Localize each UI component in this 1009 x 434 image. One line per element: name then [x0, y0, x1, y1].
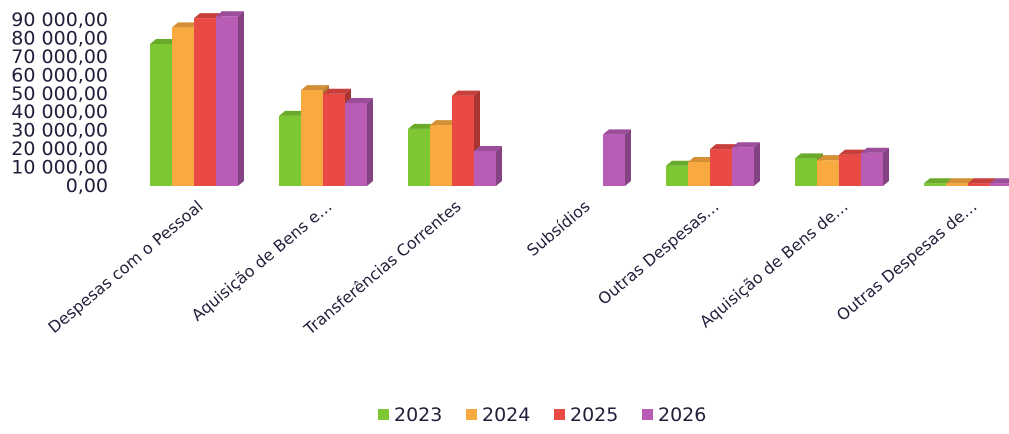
y-tick-label: 60 000,00 — [11, 64, 108, 86]
legend-item: 2025 — [554, 404, 618, 426]
legend-label: 2024 — [482, 404, 530, 426]
legend: 2023 2024 2025 2026 — [378, 404, 706, 426]
bar — [861, 147, 889, 186]
legend-item: 2026 — [642, 404, 706, 426]
x-tick-label: Aquisição de Bens de… — [696, 197, 852, 332]
legend-label: 2023 — [394, 404, 442, 426]
legend-label: 2026 — [658, 404, 706, 426]
y-tick-label: 10 000,00 — [11, 157, 108, 179]
y-tick-label: 50 000,00 — [11, 83, 108, 105]
legend-item: 2024 — [466, 404, 530, 426]
bar — [345, 98, 373, 186]
legend-swatch — [378, 409, 389, 420]
bar — [474, 145, 502, 186]
y-tick-label: 0,00 — [66, 175, 108, 197]
x-tick-label: Outras Despesas de… — [833, 197, 981, 325]
legend-swatch — [554, 409, 565, 420]
y-tick-label: 70 000,00 — [11, 46, 108, 68]
y-tick-label: 20 000,00 — [11, 138, 108, 160]
y-tick-label: 80 000,00 — [11, 27, 108, 49]
x-tick-label: Outras Despesas… — [594, 197, 722, 309]
x-tick-label: Despesas com o Pessoal — [44, 197, 206, 337]
bar — [603, 129, 631, 186]
y-tick-label: 30 000,00 — [11, 120, 108, 142]
x-tick-label: Aquisição de Bens e… — [188, 197, 336, 325]
x-tick-label: Subsídios — [523, 197, 593, 260]
bar — [990, 178, 1009, 186]
y-tick-label: 40 000,00 — [11, 101, 108, 123]
bars — [150, 11, 1009, 187]
bar — [216, 11, 244, 186]
legend-swatch — [642, 409, 653, 420]
legend-item: 2023 — [378, 404, 442, 426]
y-tick-label: 90 000,00 — [11, 9, 108, 31]
legend-swatch — [466, 409, 477, 420]
legend-label: 2025 — [570, 404, 618, 426]
bar — [732, 142, 760, 186]
